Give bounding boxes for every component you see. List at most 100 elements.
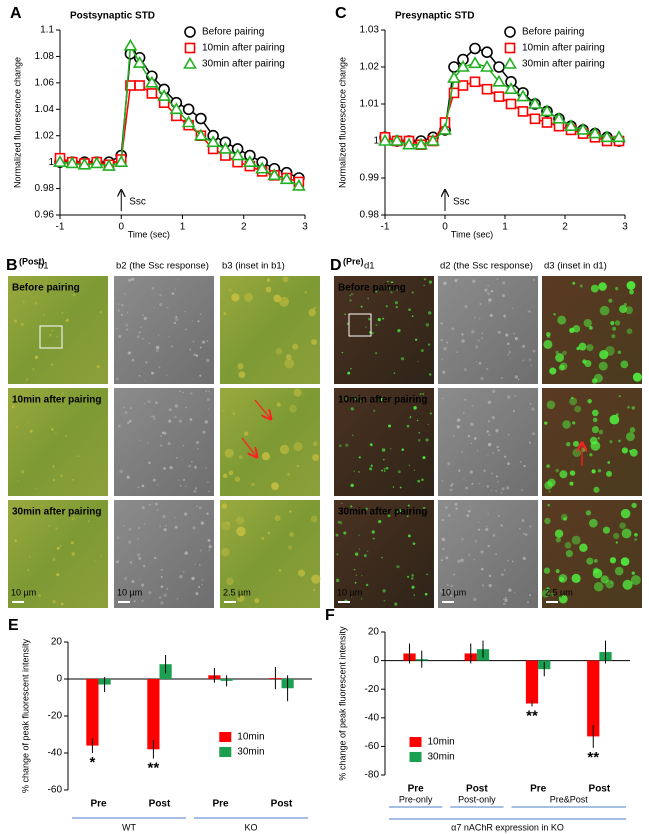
image-speck <box>279 296 290 307</box>
image-speck <box>289 404 297 413</box>
x-axis-label: Time (sec) <box>451 229 493 239</box>
group-label: Post-only <box>458 794 496 804</box>
legend-swatch <box>409 752 422 762</box>
image-speck <box>461 537 464 541</box>
image-speck <box>457 278 459 280</box>
image-speck <box>547 503 551 507</box>
image-speck <box>144 523 146 525</box>
image-speck <box>158 334 160 336</box>
image-speck <box>251 482 255 487</box>
image-speck <box>474 317 476 319</box>
image-speck <box>544 481 553 490</box>
image-speck <box>495 429 499 433</box>
legend-marker <box>504 42 516 54</box>
image-speck <box>505 333 509 337</box>
image-speck <box>409 417 411 419</box>
image-speck <box>116 536 120 540</box>
image-speck <box>474 540 478 543</box>
image-speck <box>565 549 573 558</box>
image-speck <box>562 420 571 429</box>
legend-label: Before pairing <box>522 27 584 38</box>
y-tick-label: 1.08 <box>35 51 55 62</box>
image-speck <box>94 560 96 562</box>
marker <box>169 102 184 115</box>
image-speck <box>497 330 501 334</box>
image-speck <box>546 464 550 468</box>
image-speck <box>143 316 148 321</box>
image-speck <box>485 367 489 371</box>
image-speck <box>11 405 15 409</box>
image-speck <box>284 358 295 369</box>
image-speck <box>407 504 410 507</box>
image-speck <box>496 278 499 280</box>
image-speck <box>166 306 169 309</box>
image-speck <box>125 323 129 327</box>
image-speck <box>461 339 465 343</box>
image-speck <box>354 581 357 584</box>
image-speck <box>399 486 402 489</box>
image-speck <box>223 312 227 316</box>
image-speck <box>189 348 192 351</box>
image-speck <box>532 279 535 281</box>
image-speck <box>528 441 531 444</box>
image-speck <box>522 344 526 348</box>
image-speck <box>518 527 521 530</box>
image-speck <box>199 549 202 552</box>
column-label: d2 (the Ssc response) <box>440 261 533 272</box>
image-speck <box>522 359 525 362</box>
x-tick-label: 0 <box>442 222 448 233</box>
image-speck <box>465 486 469 490</box>
image-speck <box>614 566 624 576</box>
image-speck <box>207 538 211 542</box>
image-speck <box>149 415 152 418</box>
y-tick-label: -60 <box>365 741 380 752</box>
image-speck <box>199 346 202 349</box>
image-speck <box>553 313 556 316</box>
marker <box>193 128 208 141</box>
image-speck <box>196 505 198 507</box>
marker <box>540 104 554 117</box>
panel-subtitle: (Post) <box>19 256 45 266</box>
image-speck <box>55 432 57 434</box>
image-speck <box>238 455 243 460</box>
image-speck <box>199 313 202 316</box>
image-speck <box>544 421 548 425</box>
red-arrow <box>254 399 270 418</box>
x-tick-label: Pre <box>212 799 229 810</box>
image-speck <box>527 310 530 313</box>
image-speck <box>133 600 136 603</box>
marker <box>390 133 404 146</box>
image-speck <box>159 525 162 528</box>
image-speck <box>491 452 494 455</box>
image-speck <box>483 469 486 472</box>
image-speck <box>363 554 367 558</box>
x-tick-label: 3 <box>622 222 628 233</box>
image-speck <box>261 536 265 540</box>
marker <box>279 172 294 185</box>
image-speck <box>487 420 490 423</box>
image-speck <box>279 444 290 455</box>
row-label: 30min after pairing <box>338 507 427 518</box>
image-speck <box>470 422 474 426</box>
image-speck <box>598 429 604 435</box>
marker <box>402 137 416 150</box>
image-speck <box>428 280 433 284</box>
image-speck <box>411 315 414 317</box>
image-speck <box>504 596 507 599</box>
image-speck <box>224 448 234 458</box>
image-speck <box>395 305 398 309</box>
panel-subtitle: (Pre) <box>343 256 364 266</box>
image-speck <box>27 569 30 571</box>
image-speck <box>483 588 485 590</box>
image-speck <box>467 509 471 513</box>
marker <box>206 135 221 148</box>
image-speck <box>591 426 599 434</box>
image-speck <box>626 328 633 335</box>
image-speck <box>571 535 581 545</box>
marker <box>448 87 460 99</box>
image-speck <box>182 444 184 447</box>
image-speck <box>469 505 472 508</box>
image-speck <box>22 300 25 303</box>
marker <box>457 80 469 91</box>
red-arrow <box>241 437 256 456</box>
